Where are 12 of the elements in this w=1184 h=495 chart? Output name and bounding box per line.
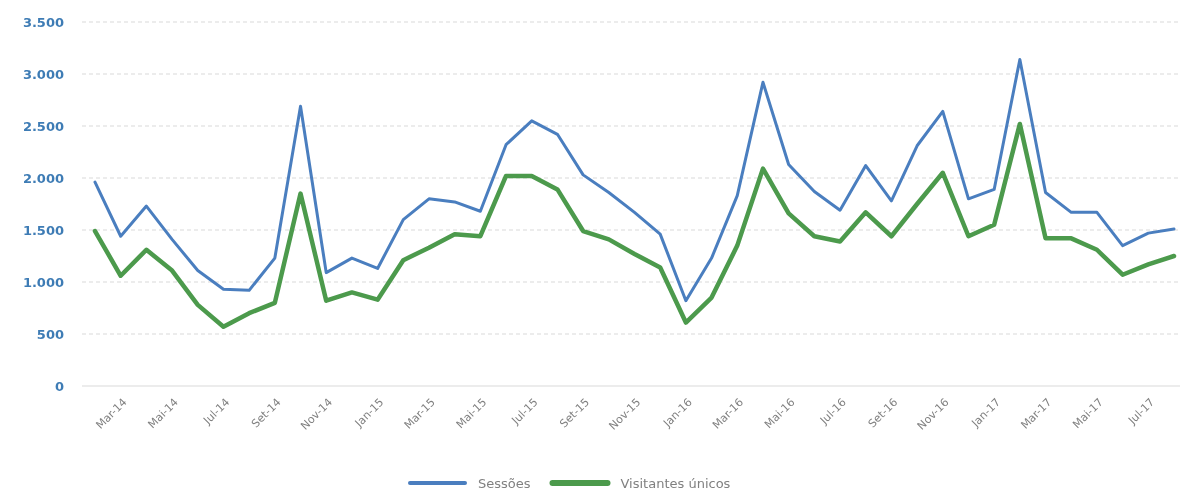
y-tick-label: 2.500 (22, 118, 64, 134)
line-series (92, 121, 1177, 329)
y-tick-label: 0 (54, 378, 64, 394)
y-tick-label: 3.500 (22, 14, 64, 30)
y-tick-label: 1.000 (22, 274, 64, 290)
y-tick-label: 1.500 (22, 222, 64, 238)
legend-label: Visitantes únicos (620, 475, 731, 491)
y-tick-label: 2.000 (22, 170, 64, 186)
legend-label: Sessões (478, 475, 531, 491)
y-tick-label: 3.000 (22, 66, 64, 82)
y-tick-label: 500 (36, 326, 64, 342)
line-series (93, 57, 1176, 303)
